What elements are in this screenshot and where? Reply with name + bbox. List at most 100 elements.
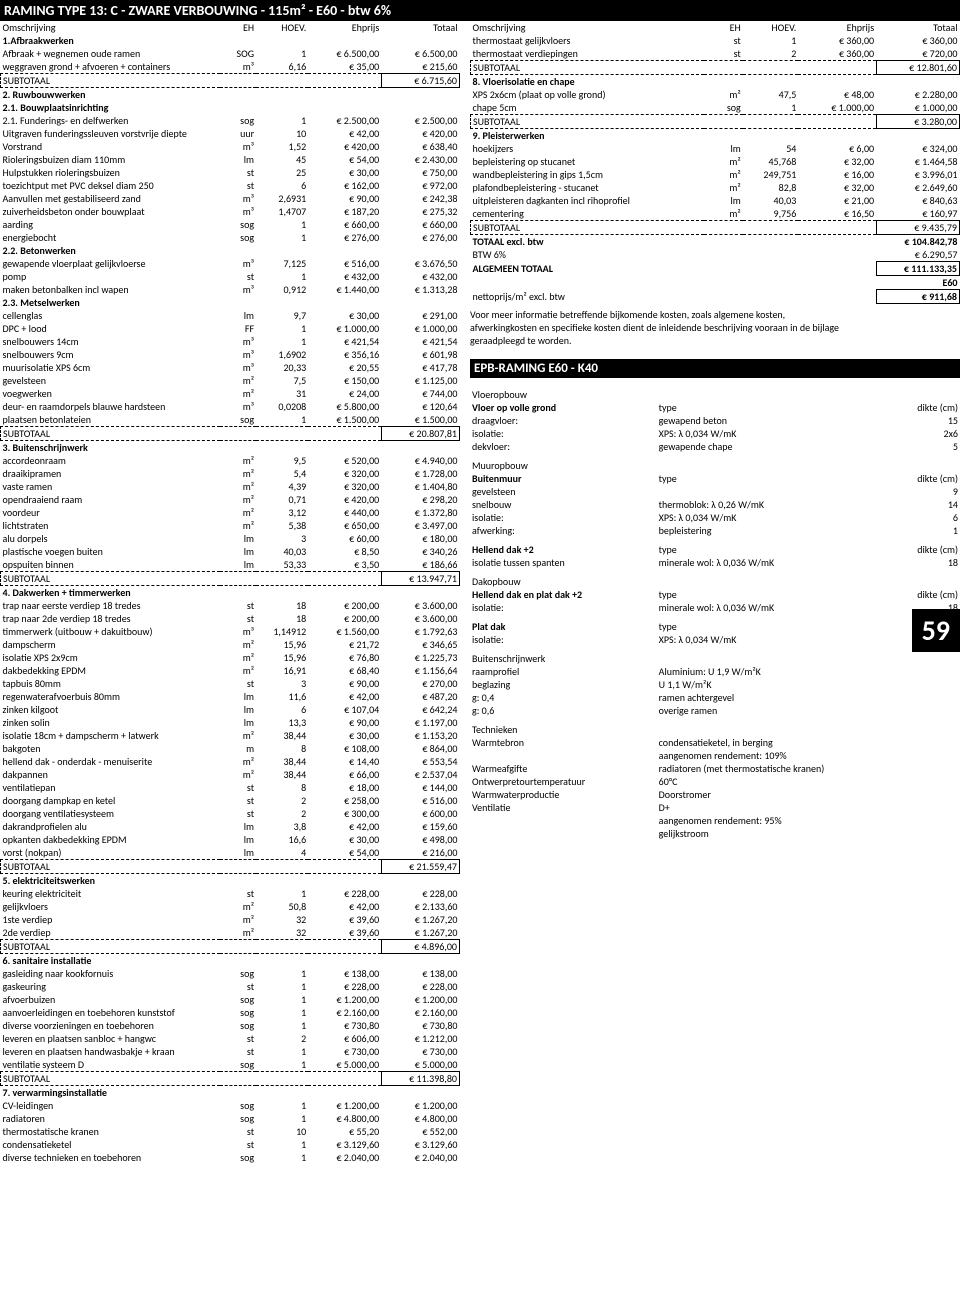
table-row: energiebochtsog1 € 276,00€ 276,00 [1,231,460,244]
table-row: cementeringm²9,756 € 16,50€ 160,97 [471,207,960,221]
epb-row: Warmeafgifte radiatoren (met thermostati… [470,762,960,775]
section-header: 9. Pleisterwerken [471,129,960,143]
epb-row: Warmwaterproductie Doorstromer [470,788,960,801]
table-row: aardingsog1 € 660,00€ 660,00 [1,218,460,231]
epb-row: Hellend dak +2 type dikte (cm) [470,543,960,556]
table-row: trap naar 2de verdiep 18 tredesst18 € 20… [1,612,460,625]
subtotal-row: SUBTOTAAL € 21.559,47 [1,860,460,874]
left-column: OmschrijvingEHHOEV. EhprijsTotaal1.Afbra… [0,21,465,1164]
table-row: opspuiten binnenlm53,33 € 3,50€ 186,66 [1,558,460,572]
table-row: bepleistering op stucanetm²45,768 € 32,0… [471,155,960,168]
column-header: OmschrijvingEHHOEV. EhprijsTotaal [471,21,960,34]
section-header: 2.1. Bouwplaatsinrichting [1,101,460,114]
table-row: gewapende vloerplaat gelijkvloersem³7,12… [1,257,460,270]
table-row: dakbedekking EPDMm²16,91 € 68,40€ 1.156,… [1,664,460,677]
table-row: dakrandprofielen alulm3,8 € 42,00€ 159,6… [1,820,460,833]
total-row: BTW 6% € 6.290,57 [471,248,960,262]
epb-row: Ontwerpretourtemperatuur 60°C [470,775,960,788]
table-row: 2.1. Funderings- en delfwerkensog1 € 2.5… [1,114,460,127]
table-row: gevelsteenm²7,5 € 150,00€ 1.125,00 [1,374,460,387]
epb-row: snelbouw thermoblok: λ 0,26 W/mK 14 [470,498,960,511]
subtotal-row: SUBTOTAAL € 6.715,60 [1,74,460,88]
subtotal-row: SUBTOTAAL € 11.398,80 [1,1072,460,1086]
table-row: opkanten dakbedekking EPDMlm16,6 € 30,00… [1,833,460,846]
table-row: tapbuis 80mmst3 € 90,00€ 270,00 [1,677,460,690]
epb-row: isolatie: XPS: λ 0,034 W/mK 6 [470,511,960,524]
table-row: zinken solinlm13,3 € 90,00€ 1.197,00 [1,716,460,729]
table-row: XPS 2x6cm (plaat op volle grond)m²47,5 €… [471,88,960,101]
subtotal-row: SUBTOTAAL € 9.435,79 [471,221,960,235]
total-row: E60 [471,276,960,290]
table-row: maken betonbalken incl wapenm³0,912 € 1.… [1,283,460,296]
subtotal-row: SUBTOTAAL € 3.280,00 [471,115,960,129]
total-row: nettoprijs/m² excl. btw € 911,68 [471,290,960,304]
table-row: pompst1 € 432,00€ 432,00 [1,270,460,283]
table-row: aanvoerleidingen en toebehoren kunststof… [1,1006,460,1019]
table-row: leveren en plaatsen sanbloc + hangwcst2 … [1,1032,460,1045]
table-row: condensatieketelst1 € 3.129,60€ 3.129,60 [1,1138,460,1151]
table-row: Vorstrandm³1,52 € 420,00€ 638,40 [1,140,460,153]
table-row: isolatie XPS 2x9cmm²15,96 € 76,80€ 1.225… [1,651,460,664]
subtotal-row: SUBTOTAAL € 12.801,60 [471,61,960,75]
epb-row: isolatie: minerale wol: λ 0,036 W/mK 18 [470,601,960,614]
table-row: doorgang dampkap en ketelst2 € 258,00€ 5… [1,794,460,807]
epb-row: Warmtebron condensatieketel, in berging [470,736,960,749]
table-row: CV-leidingensog1 € 1.200,00€ 1.200,00 [1,1099,460,1112]
table-row: cellenglaslm9,7 € 30,00€ 291,00 [1,309,460,322]
table-row: accordeonraamm²9,5 € 520,00€ 4.940,00 [1,454,460,467]
total-row: TOTAAL excl. btw € 104.842,78 [471,235,960,249]
table-row: toezichtput met PVC deksel diam 250st6 €… [1,179,460,192]
epb-row: gelijkstroom [470,827,960,840]
subtotal-row: SUBTOTAAL € 13.947,71 [1,572,460,586]
subtotal-row: SUBTOTAAL € 20.807,81 [1,427,460,441]
section-header: 1.Afbraakwerken [1,34,460,47]
table-row: deur- en raamdorpels blauwe hardsteenm³0… [1,400,460,413]
epb-row: Plat dak type dikte (cm) [470,620,960,633]
epb-row: draagvloer: gewapend beton 15 [470,414,960,427]
epb-row: gevelsteen 9 [470,485,960,498]
epb-heading: Buitenschrijnwerk [470,646,960,665]
table-row: plaatsen betonlateiensog1 € 1.500,00€ 1.… [1,413,460,427]
table-row: uitpleisteren dagkanten incl rihoprofiel… [471,194,960,207]
table-row: diverse technieken en toebehorensog1 € 2… [1,1151,460,1164]
epb-row: Vloer op volle grond type dikte (cm) [470,401,960,414]
table-row: trap naar eerste verdiep 18 tredesst18 €… [1,599,460,612]
table-row: leveren en plaatsen handwasbakje + kraan… [1,1045,460,1058]
table-row: dampschermm²15,96 € 21,72€ 346,65 [1,638,460,651]
page-number: 59 [912,609,960,652]
epb-row: isolatie tussen spanten minerale wol: λ … [470,556,960,569]
section-header: 2. Ruwbouwwerken [1,88,460,102]
right-column: 59 OmschrijvingEHHOEV. EhprijsTotaal the… [465,21,960,1164]
table-row: snelbouwers 9cmm³1,6902 € 356,16€ 601,98 [1,348,460,361]
table-row: muurisolatie XPS 6cmm³20,33 € 20,55€ 417… [1,361,460,374]
epb-heading: Muuropbouw [470,453,960,472]
table-row: timmerwerk (uitbouw + dakuitbouw)m³1,149… [1,625,460,638]
table-row: gelijkvloersm²50,8 € 42,00€ 2.133,60 [1,900,460,913]
table-row: Hulpstukken rioleringsbuizenst25 € 30,00… [1,166,460,179]
epb-row: g: 0,6 overige ramen [470,704,960,717]
table-row: radiatorensog1 € 4.800,00€ 4.800,00 [1,1112,460,1125]
table-row: thermostaat verdiepingenst2 € 360,00€ 72… [471,47,960,61]
table-row: chape 5cmsog1 € 1.000,00€ 1.000,00 [471,101,960,115]
section-header: 5. elektriciteitswerken [1,874,460,888]
table-row: draaikipramenm²5,4 € 320,00€ 1.728,00 [1,467,460,480]
table-row: DPC + loodFF1 € 1.000,00€ 1.000,00 [1,322,460,335]
table-row: voordeurm²3,12 € 440,00€ 1.372,80 [1,506,460,519]
section-header: 7. verwarmingsinstallatie [1,1086,460,1100]
section-header: 4. Dakwerken + timmerwerken [1,586,460,600]
section-header: 8. Vloerisolatie en chape [471,75,960,89]
table-row: gaskeuringst1 € 228,00€ 228,00 [1,980,460,993]
table-row: lichtstratenm²5,38 € 650,00€ 3.497,00 [1,519,460,532]
epb-heading: Dakopbouw [470,569,960,588]
table-row: 2de verdiepm²32 € 39,60€ 1.267,20 [1,926,460,940]
table-row: afvoerbuizensog1 € 1.200,00€ 1.200,00 [1,993,460,1006]
table-row: keuring elektriciteitst1 € 228,00€ 228,0… [1,887,460,900]
table-row: zuiverheidsbeton onder bouwplaatm³1,4707… [1,205,460,218]
table-row: thermostaat gelijkvloersst1 € 360,00€ 36… [471,34,960,47]
table-row: regenwaterafvoerbuis 80mmlm11,6 € 42,00€… [1,690,460,703]
table-row: Uitgraven funderingssleuven vorstvrije d… [1,127,460,140]
table-row: wandbepleistering in gips 1,5cmm²249,751… [471,168,960,181]
table-row: alu dorpelslm3 € 60,00€ 180,00 [1,532,460,545]
table-row: Afbraak + wegnemen oude ramenSOG1 € 6.50… [1,47,460,60]
epb-heading: Technieken [470,717,960,736]
